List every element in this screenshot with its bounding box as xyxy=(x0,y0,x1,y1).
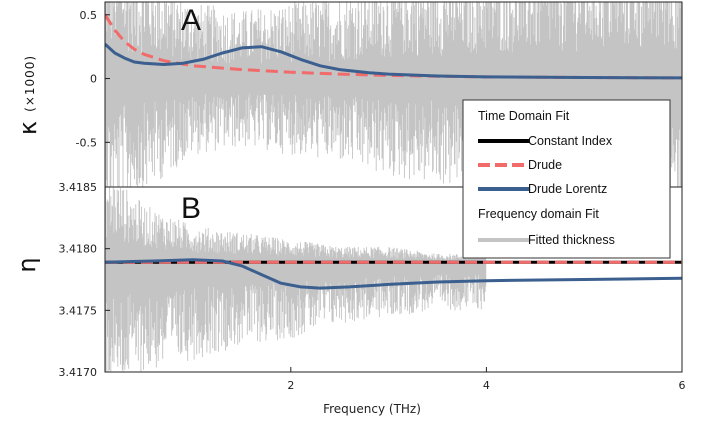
panel-b: 3.4185 3.4180 3.4175 3.4170 2 4 6 B xyxy=(59,181,686,392)
series-drude-lorentz-b xyxy=(105,258,682,290)
y-tick-label: 0.5 xyxy=(80,9,98,22)
noise-band-a xyxy=(105,2,682,187)
legend-header-time: Time Domain Fit xyxy=(478,109,570,123)
kappa-axis-label: κ (×1000) xyxy=(14,55,42,135)
legend-drude-lorentz: Drude Lorentz xyxy=(528,182,607,196)
series-drude-lorentz-a xyxy=(105,42,682,80)
svg-text:κ (×1000): κ (×1000) xyxy=(14,55,42,135)
y-tick-label: 3.4185 xyxy=(59,181,98,194)
y-tick-label: -0.5 xyxy=(76,136,97,149)
legend-constant-index: Constant Index xyxy=(528,134,613,148)
legend-drude: Drude xyxy=(528,158,562,172)
panel-b-letter: B xyxy=(181,192,201,225)
y-tick-label: 3.4175 xyxy=(59,304,98,317)
noise-a xyxy=(105,2,682,187)
legend-box xyxy=(462,99,671,259)
x-tick-label: 6 xyxy=(679,379,686,392)
panel-b-frame xyxy=(104,186,683,373)
legend-header-frequency: Frequency domain Fit xyxy=(478,207,599,221)
lines-a xyxy=(105,13,682,80)
x-tick-label: 2 xyxy=(287,379,294,392)
legend: Time Domain Fit Constant Index Drude Dru… xyxy=(462,99,671,259)
y-tick-label: 3.4170 xyxy=(59,366,98,379)
y-tick-label: 0 xyxy=(90,73,97,86)
noise-band-b xyxy=(105,187,487,372)
kappa-unit: (×1000) xyxy=(23,55,37,112)
lines-b xyxy=(105,258,682,290)
kappa-symbol: κ xyxy=(14,121,42,135)
panel-b-x-ticks: 2 4 6 xyxy=(287,367,686,392)
eta-axis-label: η xyxy=(13,257,41,272)
y-tick-label: 3.4180 xyxy=(59,243,98,256)
noise-b xyxy=(105,187,487,372)
x-tick-label: 4 xyxy=(483,379,490,392)
panel-b-y-ticks: 3.4185 3.4180 3.4175 3.4170 xyxy=(59,181,110,379)
x-axis-label: Frequency (THz) xyxy=(323,402,421,416)
legend-fitted-thickness: Fitted thickness xyxy=(528,233,615,247)
panel-a-letter: A xyxy=(181,4,201,37)
panel-a-y-ticks: 0.5 0 -0.5 xyxy=(76,9,110,149)
eta-symbol: η xyxy=(13,257,41,272)
